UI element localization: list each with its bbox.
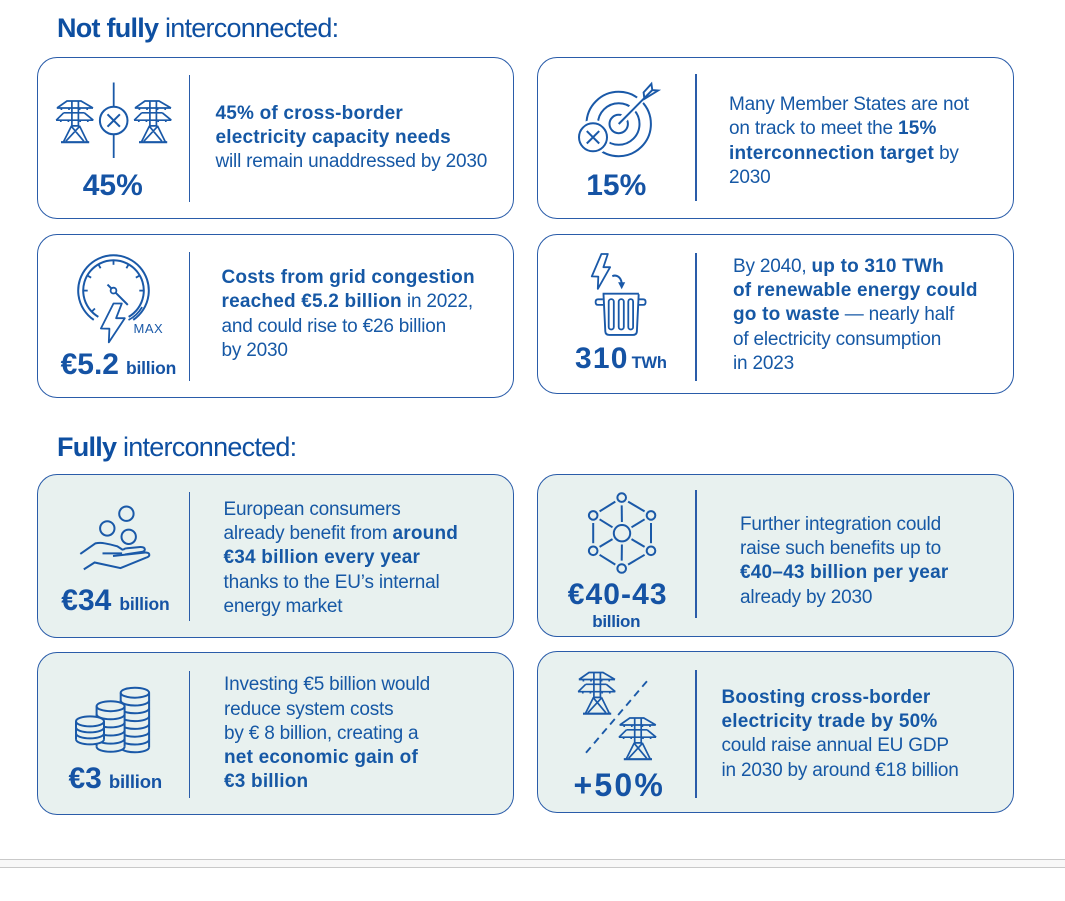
svg-text:MAX: MAX (134, 321, 164, 336)
